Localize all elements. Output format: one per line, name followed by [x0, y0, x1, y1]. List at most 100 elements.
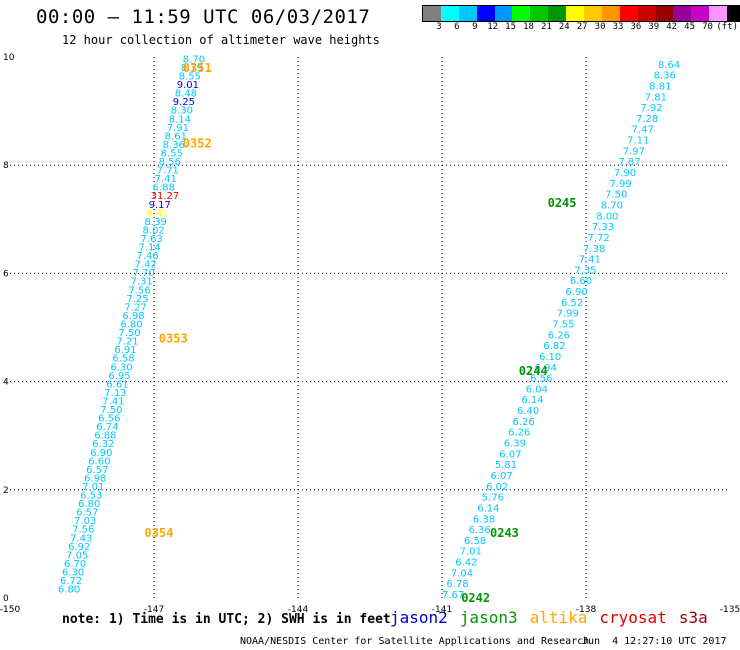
color-swatch — [673, 6, 692, 21]
color-swatch — [601, 6, 620, 21]
wave-height-value: 8.39 — [145, 217, 167, 228]
wave-height-value: 7.71 — [157, 166, 179, 177]
wave-height-value: 7.33 — [592, 222, 614, 233]
wave-height-value: 7.13 — [104, 388, 126, 399]
wave-height-value: 6.90 — [90, 448, 112, 459]
y-tick-label: 10 — [3, 53, 15, 63]
wave-height-value: 7.81 — [645, 92, 667, 103]
pass-label: 0354 — [144, 526, 173, 540]
wave-height-value: 8.48 — [175, 89, 197, 100]
wave-height-value: 8.70 — [601, 200, 623, 211]
legend-item-altika: altika — [529, 608, 588, 627]
x-tick-label: -138 — [576, 605, 597, 615]
wave-height-value: 7.35 — [574, 265, 596, 276]
wave-height-value: 7.21 — [116, 337, 138, 348]
wave-height-value: 8.64 — [658, 60, 680, 71]
pass-label: 0352 — [183, 137, 212, 151]
wave-height-value: 6.40 — [517, 406, 539, 417]
color-scale-label: 70 — [702, 22, 713, 32]
satellite-tracks: 8.708.798.559.018.489.258.308.147.918.61… — [58, 54, 680, 601]
wave-height-value: 6.10 — [539, 352, 561, 363]
satellite-legend: jason2 jason3 altika cryosat s3a — [390, 608, 720, 627]
wave-height-value: 6.92 — [68, 542, 90, 553]
wave-height-value: 8.36 — [654, 71, 676, 82]
pass-label: 0353 — [159, 331, 188, 345]
wave-height-value: 7.41 — [579, 255, 601, 266]
wave-height-value: 6.98 — [122, 311, 144, 322]
wave-height-value: 6.02 — [486, 482, 508, 493]
wave-height-value: 7.42 — [134, 260, 156, 271]
wave-height-value: 7.72 — [587, 233, 609, 244]
wave-height-value: 6.80 — [120, 320, 142, 331]
wave-height-value: 7.25 — [126, 294, 148, 305]
footnote: note: 1) Time is in UTC; 2) SWH is in fe… — [62, 612, 391, 627]
wave-height-value: 7.99 — [610, 179, 632, 190]
wave-height-value: 7.50 — [118, 328, 140, 339]
wave-height-value: 8.55 — [179, 72, 201, 83]
wave-height-value: 7.01 — [460, 547, 482, 558]
wave-height-value: 6.57 — [86, 465, 108, 476]
color-swatch — [530, 6, 549, 21]
wave-height-value: 6.80 — [58, 585, 80, 596]
color-scale-label: 21 — [540, 22, 552, 32]
color-scale-label: 27 — [576, 22, 588, 32]
wave-height-value: 6.30 — [62, 567, 84, 578]
wave-height-value: 6.88 — [153, 183, 175, 194]
wave-height-value: 7.31 — [130, 277, 152, 288]
wave-height-value: 7.41 — [102, 396, 124, 407]
wave-height-value: 7.55 — [552, 320, 574, 331]
color-scale-label: 39 — [648, 22, 660, 32]
wave-height-value: 6.82 — [543, 341, 565, 352]
wave-height-value: 7.03 — [74, 516, 96, 527]
color-swatch — [619, 6, 638, 21]
wave-height-value: 6.30 — [110, 362, 132, 373]
color-scale-label: 45 — [684, 22, 696, 32]
wave-height-value: 8.55 — [161, 148, 183, 159]
wave-height-value: 7.70 — [132, 268, 154, 279]
y-tick-label: 0 — [3, 594, 9, 604]
color-swatch — [458, 6, 477, 21]
wave-height-value: 8.14 — [169, 114, 191, 125]
wave-height-value: 7.46 — [137, 251, 159, 262]
wave-height-value: 8.61 — [165, 131, 187, 142]
color-scale-label: 12 — [487, 22, 499, 32]
y-tick-label: 6 — [3, 269, 9, 279]
x-tick-label: -135 — [720, 605, 740, 615]
wave-height-value: 8.81 — [649, 81, 671, 92]
wave-height-value: 9.01 — [177, 80, 199, 91]
color-swatch — [709, 6, 728, 21]
wave-height-value: 31.27 — [151, 191, 180, 202]
color-swatch — [476, 6, 495, 21]
wave-height-value: 6.90 — [565, 287, 587, 298]
color-scale-bar — [422, 5, 740, 22]
wave-height-value: 6.26 — [513, 417, 535, 428]
wave-height-value: 7.50 — [100, 405, 122, 416]
wave-height-value: 6.95 — [108, 371, 130, 382]
wave-height-value: 7.04 — [451, 568, 473, 579]
legend-item-cryosat: cryosat — [599, 608, 667, 627]
wave-height-value: 7.27 — [124, 302, 146, 313]
track-jason3: 8.648.368.817.817.927.287.477.117.977.87… — [442, 60, 680, 601]
color-swatch — [423, 6, 441, 21]
wave-height-value: 8.30 — [171, 106, 193, 117]
wave-height-value: 6.39 — [504, 439, 526, 450]
legend-item-s3a: s3a — [678, 608, 708, 627]
color-swatch — [691, 6, 710, 21]
wave-height-value: 7.38 — [583, 244, 605, 255]
wave-height-value: 6.07 — [499, 449, 521, 460]
pass-label: 0243 — [490, 526, 519, 540]
wave-height-value: 7.63 — [141, 234, 163, 245]
color-scale-label: 30 — [594, 22, 606, 32]
wave-height-value: 6.14 — [477, 503, 499, 514]
x-tick-label: -147 — [144, 605, 164, 615]
wave-height-value: 5.76 — [482, 493, 504, 504]
legend-item-jason3: jason3 — [459, 608, 518, 627]
wave-height-value: 6.56 — [530, 374, 552, 385]
pass-label: 0242 — [461, 591, 490, 605]
color-scale-label: 15 — [505, 22, 517, 32]
chart-title: 00:00 – 11:59 UTC 06/03/2017 — [36, 6, 371, 28]
wave-height-value: 6.53 — [80, 491, 102, 502]
wave-height-value: 6.52 — [561, 298, 583, 309]
wave-height-value: 7.41 — [155, 174, 177, 185]
wave-height-value: 6.80 — [78, 499, 100, 510]
